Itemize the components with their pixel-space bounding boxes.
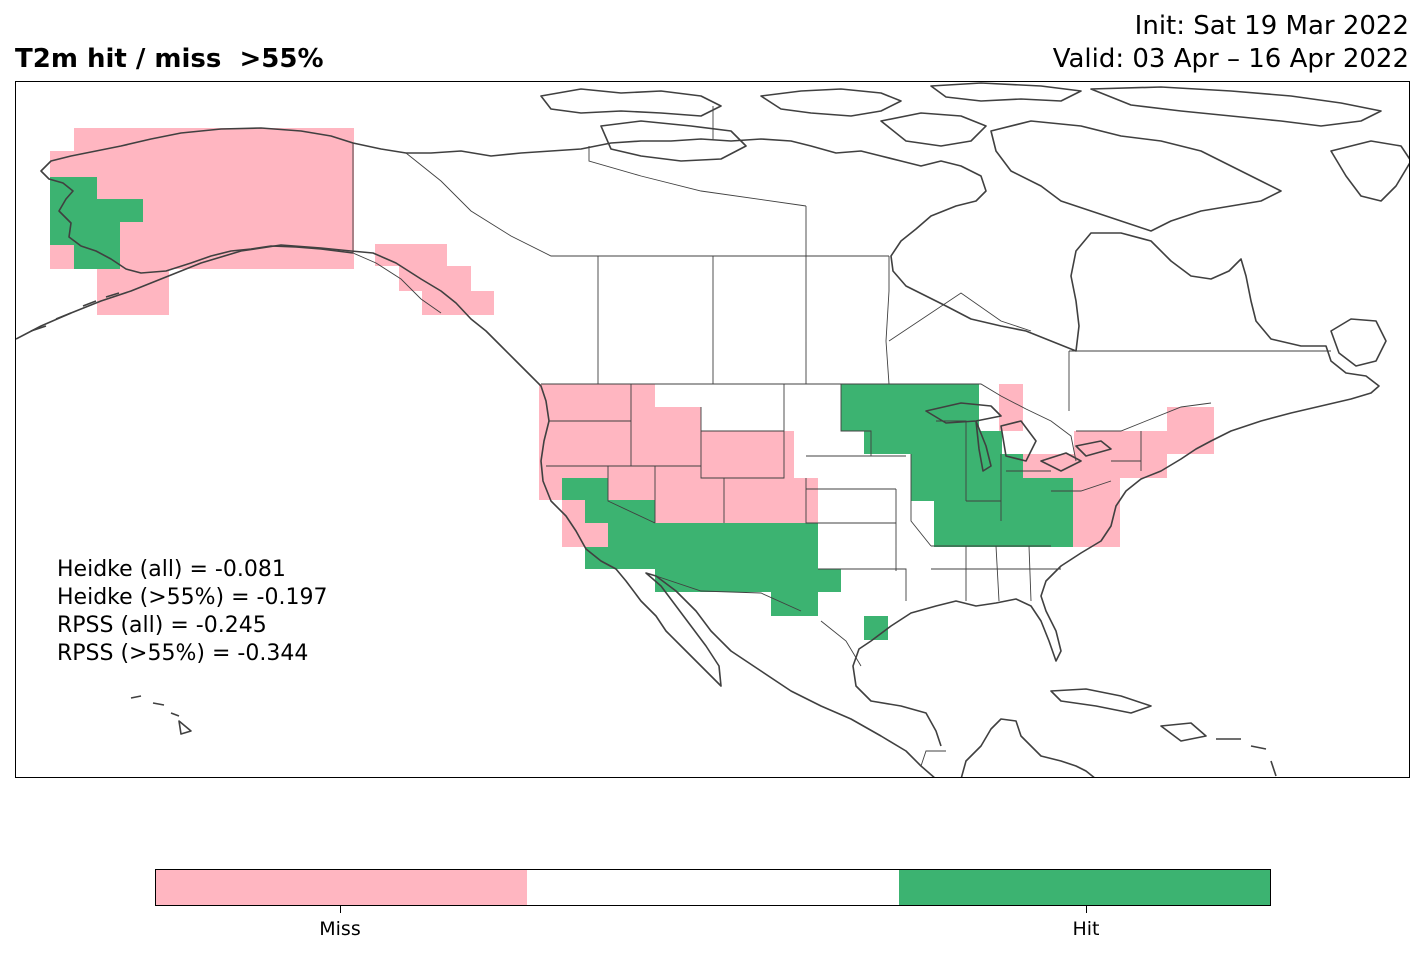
- map-outlines: [16, 82, 1409, 777]
- colorbar-miss-segment: [156, 870, 528, 905]
- mexico-borders: [655, 575, 946, 767]
- init-date: Init: Sat 19 Mar 2022: [1134, 11, 1409, 41]
- cells-midwest-hit: [841, 384, 1073, 547]
- great-lakes: [925, 402, 1112, 472]
- colorbar-hit-segment: [898, 870, 1270, 905]
- map-panel: [15, 81, 1410, 778]
- heidke-55: Heidke (>55%) = -0.197: [57, 585, 328, 610]
- map-svg: [16, 82, 1409, 777]
- colorbar: [155, 869, 1271, 906]
- alaska-canada-border: [352, 143, 442, 314]
- cells-alaska-hit: [50, 177, 143, 269]
- hawaii-islands: [130, 695, 192, 735]
- rpss-55: RPSS (>55%) = -0.344: [57, 641, 309, 666]
- colorbar-label-miss: Miss: [319, 918, 361, 940]
- newfoundland-outline: [1330, 318, 1387, 367]
- colorbar-neutral-segment: [527, 870, 899, 905]
- cells-southwest-hit: [562, 478, 888, 640]
- rpss-all: RPSS (all) = -0.245: [57, 613, 267, 638]
- us-canada-border: [541, 383, 1212, 462]
- canada-province-borders: [405, 106, 1331, 411]
- us-state-borders: [546, 384, 1142, 602]
- map-title: T2m hit / miss >55%: [15, 44, 324, 74]
- caribbean-islands: [1050, 688, 1277, 777]
- colorbar-tick-hit: [1086, 906, 1087, 913]
- arctic-archipelago: [540, 82, 1409, 232]
- alaska-outline: [40, 127, 354, 274]
- north-america-coastline: [16, 138, 1380, 777]
- aleutian-islands: [30, 292, 120, 332]
- valid-range: Valid: 03 Apr – 16 Apr 2022: [1052, 44, 1409, 74]
- heidke-all: Heidke (all) = -0.081: [57, 557, 286, 582]
- colorbar-label-hit: Hit: [1072, 918, 1100, 940]
- date-info: Init: Sat 19 Mar 2022 Valid: 03 Apr – 16…: [1053, 10, 1409, 76]
- political-borders: [352, 106, 1331, 767]
- colorbar-tick-miss: [340, 906, 341, 913]
- skill-scores: Heidke (all) = -0.081 Heidke (>55%) = -0…: [57, 556, 327, 668]
